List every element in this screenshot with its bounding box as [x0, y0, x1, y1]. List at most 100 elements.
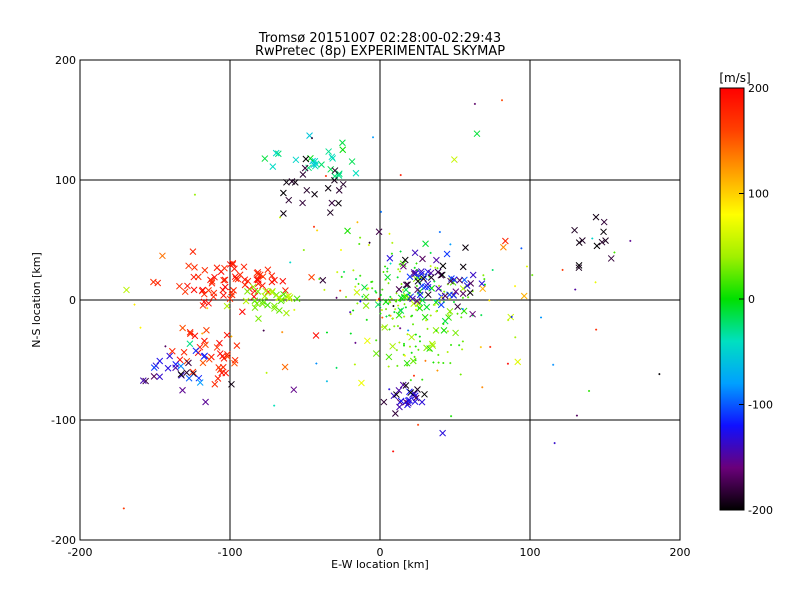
data-point [179, 324, 186, 332]
data-point [357, 282, 360, 285]
data-point [602, 237, 609, 245]
data-point [308, 273, 315, 281]
data-point [176, 282, 183, 290]
data-point [396, 276, 399, 279]
data-point [419, 340, 422, 343]
data-point [417, 306, 420, 309]
data-point [223, 302, 231, 310]
data-point [440, 327, 448, 334]
data-point [392, 410, 399, 417]
data-point [403, 354, 406, 357]
colorbar-tick-label: 200 [748, 82, 769, 95]
data-point [355, 278, 358, 281]
data-point [250, 293, 258, 301]
data-point [579, 237, 586, 244]
data-point [400, 262, 407, 270]
data-point [454, 303, 462, 310]
data-point [251, 304, 259, 312]
data-point [459, 373, 462, 376]
data-point [397, 294, 405, 302]
data-point [335, 199, 342, 207]
data-point [221, 276, 229, 284]
data-point [325, 148, 332, 155]
data-point [629, 239, 632, 242]
data-point [434, 266, 437, 269]
data-point [450, 343, 453, 346]
data-point [349, 313, 352, 316]
data-point [399, 174, 402, 177]
data-point [389, 342, 396, 350]
data-point [259, 282, 266, 289]
data-point [419, 255, 426, 263]
data-point [150, 364, 158, 371]
data-point [222, 369, 230, 377]
data-point [374, 301, 382, 308]
data-point [416, 291, 424, 299]
x-tick-label: -100 [218, 546, 243, 559]
data-point [361, 284, 368, 291]
data-point [358, 242, 361, 245]
data-point [434, 299, 437, 302]
data-point [253, 276, 261, 283]
data-point [552, 363, 555, 366]
data-point [367, 244, 370, 247]
y-axis-ticks: -200 -100 0 100 200 [51, 54, 76, 547]
data-point [241, 276, 249, 284]
data-point [442, 322, 445, 325]
data-point [186, 340, 194, 348]
y-tick-label: 0 [69, 294, 76, 307]
y-axis-label: N-S location [km] [30, 252, 43, 348]
data-point [238, 308, 246, 316]
data-point [232, 275, 240, 282]
data-point [507, 319, 510, 322]
data-point [318, 161, 325, 168]
data-point [404, 281, 411, 289]
data-point [211, 273, 218, 281]
data-point [385, 315, 388, 318]
data-point [480, 314, 483, 317]
data-point [425, 319, 428, 322]
data-point [216, 366, 224, 374]
data-point [574, 288, 577, 291]
data-point [220, 292, 227, 299]
data-point [384, 265, 387, 268]
data-point [422, 240, 429, 248]
data-point [437, 353, 440, 356]
data-point [395, 387, 403, 394]
data-point [409, 357, 417, 365]
data-point [319, 276, 327, 284]
data-point [613, 251, 616, 254]
data-point [359, 236, 362, 239]
data-point [435, 285, 442, 292]
data-point [409, 295, 416, 303]
data-point [276, 307, 283, 314]
data-point [481, 386, 484, 389]
data-point [561, 268, 564, 271]
x-tick-label: 100 [520, 546, 541, 559]
data-point [280, 210, 287, 217]
data-point [483, 278, 486, 281]
y-tick-label: 200 [55, 54, 76, 67]
data-point [446, 330, 449, 333]
data-point [437, 361, 440, 364]
data-point [415, 262, 418, 265]
data-point [164, 364, 172, 372]
data-point [382, 270, 385, 273]
data-point [506, 362, 509, 365]
data-point [213, 264, 221, 272]
data-point [387, 282, 390, 285]
data-point [399, 250, 402, 253]
data-point [501, 99, 504, 102]
data-point [489, 345, 492, 348]
data-point [399, 299, 402, 302]
data-point [459, 285, 467, 292]
data-point [364, 337, 371, 345]
data-point [259, 273, 267, 280]
data-point [150, 278, 157, 286]
data-point [446, 307, 454, 315]
data-point [186, 328, 194, 336]
data-point [421, 313, 429, 321]
data-point [269, 163, 277, 170]
data-point [435, 329, 438, 332]
data-point [392, 305, 395, 308]
